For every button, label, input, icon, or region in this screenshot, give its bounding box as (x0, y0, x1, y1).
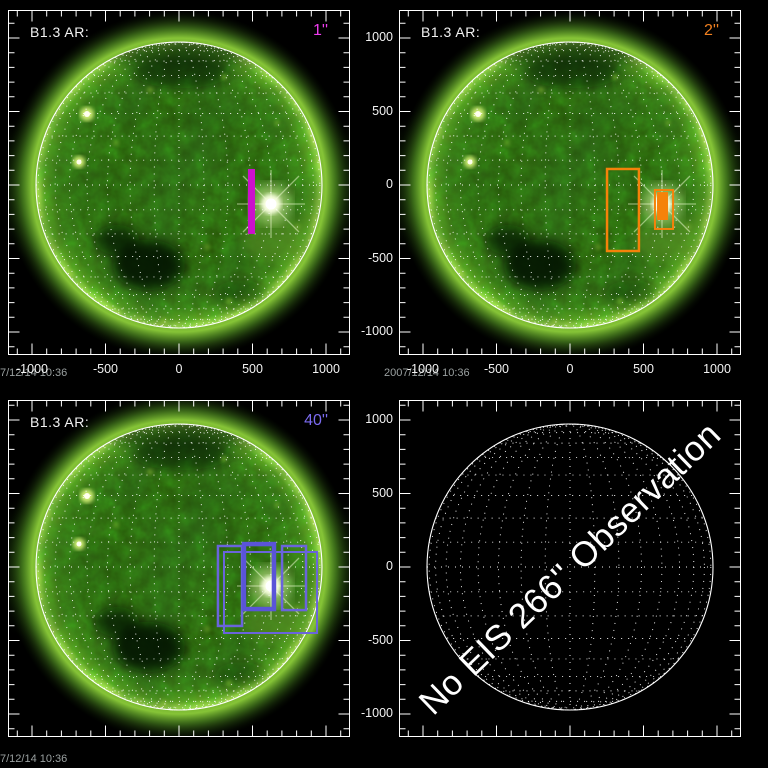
y-tick-label: -1000 (361, 706, 393, 720)
x-tick-label: 1000 (703, 362, 731, 376)
axis-ticks (400, 11, 740, 354)
x-tick-label: 500 (633, 362, 654, 376)
y-tick-label: 500 (372, 485, 393, 500)
y-tick-label: -500 (367, 250, 393, 265)
y-tick-label: 500 (372, 103, 393, 118)
panel-title: B1.3 AR: (30, 24, 90, 40)
solar-plot-svg (399, 10, 741, 355)
slit-width-label: 40'' (304, 412, 328, 429)
slit-width-label: 2'' (703, 22, 719, 39)
slit-width-label: 1'' (312, 22, 328, 39)
solar-plot-svg (8, 400, 350, 737)
eis-fov-slit (247, 168, 255, 234)
y-tick-label: -1000 (361, 324, 393, 338)
empty-grid-plot-svg (399, 400, 741, 737)
x-tick-label: 0 (175, 362, 183, 376)
x-tick-label: -1000 (16, 362, 48, 376)
timestamp: 7/12/14 10:36 (0, 367, 68, 379)
eis-fov-raster-fov (241, 541, 277, 612)
panel-bottom-left-slit-40arcsec: B1.3 AR: 40'' 7/12/14 10:36 (0, 400, 350, 765)
solar-plot-svg (8, 10, 350, 355)
eis-fov-raster-fov (280, 544, 308, 612)
y-tick-label: 1000 (365, 412, 393, 426)
y-tick-label: 1000 (365, 30, 393, 44)
axis-ticks (9, 401, 349, 736)
x-tick-label: -500 (483, 362, 510, 376)
x-tick-label: -500 (92, 362, 119, 376)
eis-fov-raster-fov (222, 551, 319, 635)
panel-bottom-right-no-observation: No EIS 266'' Observation -1000 -500 0 500 10… (361, 400, 741, 737)
eis-fov-slit (657, 192, 669, 220)
panel-top-right-slit-2arcsec: B1.3 AR: 2'' 2007/12/14 10:36 -1000 -500 0… (361, 10, 741, 379)
eis-fov-raster-fov (653, 188, 675, 230)
plot-frame (8, 10, 350, 355)
axis-ticks (9, 11, 349, 354)
y-tick-label: 0 (386, 177, 393, 191)
plot-frame (399, 400, 741, 737)
panel-top-left-slit-1arcsec: B1.3 AR: 1'' 7/12/14 10:36 -1000 -500 0 500… (0, 10, 350, 379)
x-tick-label: 500 (242, 362, 263, 376)
panel-title: B1.3 AR: (421, 24, 481, 40)
x-tick-label: -1000 (407, 362, 439, 376)
eis-fov-raster-fov (605, 167, 641, 253)
timestamp: 2007/12/14 10:36 (384, 367, 470, 379)
x-tick-label: 0 (566, 362, 574, 376)
axis-ticks (400, 401, 740, 736)
timestamp: 7/12/14 10:36 (0, 753, 68, 765)
panel-title: B1.3 AR: (30, 414, 90, 430)
sun-image (8, 400, 350, 737)
plot-frame (8, 400, 350, 737)
plot-frame (399, 10, 741, 355)
y-tick-label: 0 (386, 559, 393, 573)
y-tick-label: -500 (367, 632, 393, 647)
x-tick-label: 1000 (312, 362, 340, 376)
